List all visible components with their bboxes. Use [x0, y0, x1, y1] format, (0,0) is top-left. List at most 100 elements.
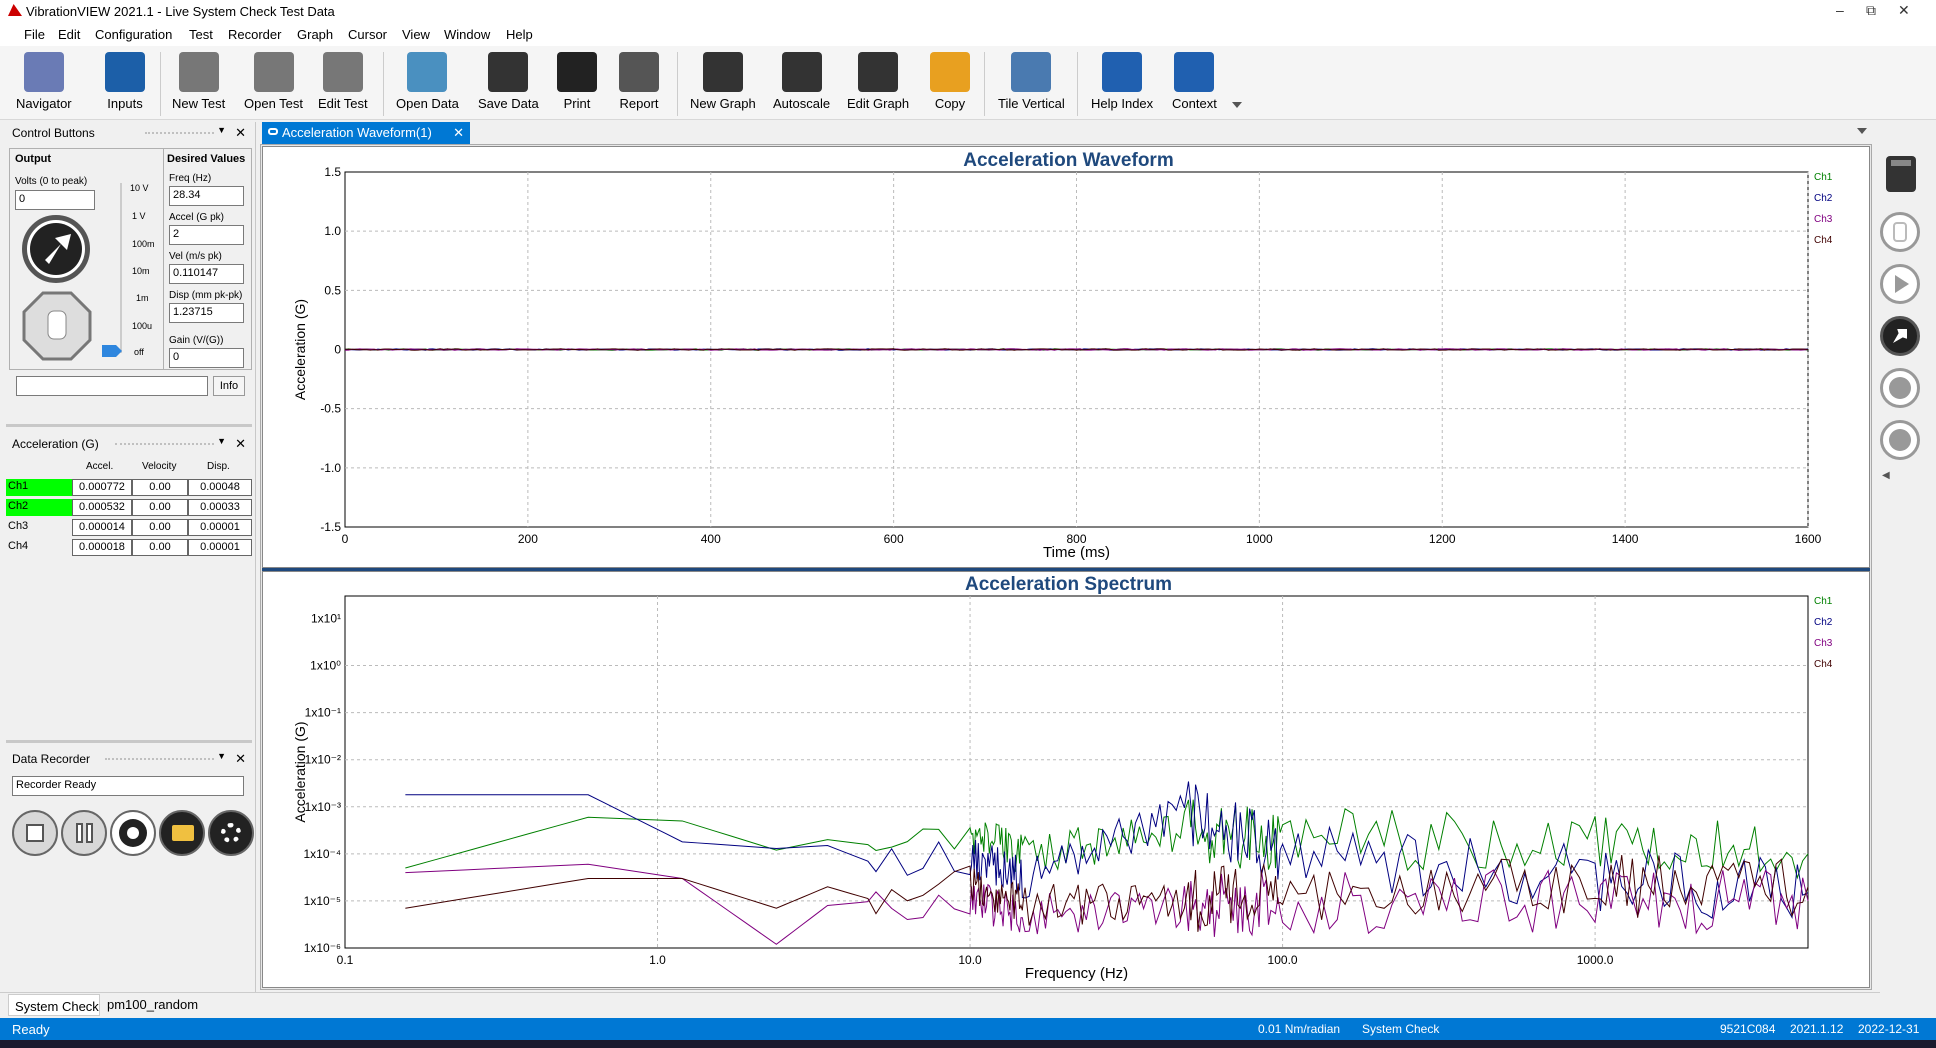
toolbar-button-new-test[interactable]: New Test	[172, 50, 225, 118]
minimize-button[interactable]: –	[1836, 2, 1844, 18]
col-accel-header: Accel.	[86, 461, 114, 472]
toolbar-button-navigator[interactable]: Navigator	[16, 50, 72, 118]
stop-button[interactable]	[22, 291, 92, 361]
hold-button[interactable]	[1880, 212, 1920, 252]
y-tick-label: 0.5	[324, 283, 341, 297]
tab-system-check[interactable]: System Check	[8, 994, 100, 1016]
menu-window[interactable]: Window	[444, 27, 491, 42]
y-tick-label: 1x10⁻¹	[305, 706, 341, 720]
toolbar-button-report[interactable]: Report	[619, 50, 659, 118]
status-units: 0.01 Nm/radian	[1258, 1022, 1341, 1036]
tile-vertical-icon	[1011, 52, 1052, 92]
toolbar-button-edit-graph[interactable]: Edit Graph	[847, 50, 909, 118]
toolbar-button-edit-test[interactable]: Edit Test	[318, 50, 368, 118]
restore-button[interactable]: ⧉	[1866, 2, 1876, 18]
legend-entry-ch3: Ch3	[1814, 214, 1833, 225]
close-window-button[interactable]: ✕	[1898, 2, 1910, 18]
menu-configuration[interactable]: Configuration	[95, 27, 173, 42]
toolbar-button-new-graph[interactable]: New Graph	[690, 50, 756, 118]
output-level-slider[interactable]	[102, 345, 122, 357]
open-data-icon	[407, 52, 448, 92]
col-disp-header: Disp.	[207, 461, 230, 472]
accel-field[interactable]: 2	[169, 225, 244, 245]
run-button[interactable]	[1880, 316, 1920, 356]
channel-label: Ch2	[6, 499, 72, 516]
menu-cursor[interactable]: Cursor	[348, 27, 388, 42]
desired-values-group: Desired Values Freq (Hz) 28.34 Accel (G …	[164, 148, 252, 370]
new-test-icon	[178, 52, 219, 92]
doc-tab-close-icon[interactable]: ✕	[453, 125, 464, 140]
recorder-stop-button[interactable]	[12, 810, 58, 856]
menu-recorder[interactable]: Recorder	[228, 27, 282, 42]
toolbar-button-tile-vertical[interactable]: Tile Vertical	[998, 50, 1065, 118]
menu-help[interactable]: Help	[506, 27, 533, 42]
recorder-pause-button[interactable]	[61, 810, 107, 856]
menu-graph[interactable]: Graph	[297, 27, 334, 42]
menu-edit[interactable]: Edit	[58, 27, 81, 42]
toolbar-overflow-icon[interactable]	[1232, 102, 1242, 108]
acceleration-panel-header: Acceleration (G) ▼ ✕	[0, 433, 254, 455]
play-icon	[1895, 275, 1909, 293]
recorder-settings-button[interactable]	[208, 810, 254, 856]
gain-field[interactable]: 0	[169, 348, 244, 368]
x-tick-label: 1400	[1612, 532, 1639, 546]
legend-entry-ch2: Ch2	[1814, 193, 1833, 204]
vel-field[interactable]: 0.110147	[169, 264, 244, 284]
panel-menu-icon[interactable]: ▼	[217, 751, 226, 761]
legend-entry-ch2: Ch2	[1814, 617, 1833, 628]
gear-icon	[221, 823, 241, 843]
start-button[interactable]	[22, 215, 90, 283]
device-icon	[1886, 156, 1916, 192]
panel-close-icon[interactable]: ✕	[235, 751, 246, 766]
toolbar-button-open-test[interactable]: Open Test	[244, 50, 303, 118]
y-axis-label: Acceleration (G)	[292, 721, 308, 822]
panel-menu-icon[interactable]: ▼	[217, 125, 226, 135]
toolbar-button-inputs[interactable]: Inputs	[105, 50, 145, 118]
doc-tab[interactable]: Acceleration Waveform(1) ✕	[262, 122, 470, 144]
col-velocity-header: Velocity	[142, 461, 177, 472]
tab-pm100-random[interactable]: pm100_random	[107, 997, 199, 1012]
freq-field[interactable]: 28.34	[169, 186, 244, 206]
link-icon	[268, 128, 278, 135]
scale-label: 1m	[136, 293, 149, 303]
disp-field[interactable]: 1.23715	[169, 303, 244, 323]
control-buttons-title: Control Buttons	[12, 126, 95, 140]
bottom-tab-strip	[0, 992, 1936, 1018]
volts-field: 0	[15, 190, 95, 210]
toolbar-button-label: Inputs	[107, 96, 143, 111]
x-tick-label: 1000	[1246, 532, 1273, 546]
toolbar-button-label: Edit Test	[318, 96, 368, 111]
toolbar-button-help-index[interactable]: Help Index	[1091, 50, 1153, 118]
toolbar-button-context[interactable]: Context	[1172, 50, 1217, 118]
panel-menu-icon[interactable]: ▼	[217, 436, 226, 446]
chart-title: Acceleration Spectrum	[965, 574, 1172, 595]
panel-close-icon[interactable]: ✕	[235, 436, 246, 451]
output-label: Output	[15, 153, 52, 165]
info-button[interactable]: Info	[213, 376, 245, 396]
scale-label: 100u	[132, 321, 153, 331]
legend-entry-ch4: Ch4	[1814, 659, 1833, 670]
toolbar-button-open-data[interactable]: Open Data	[396, 50, 459, 118]
recorder-open-button[interactable]	[159, 810, 205, 856]
play-button[interactable]	[1880, 264, 1920, 304]
toolbar-button-save-data[interactable]: Save Data	[478, 50, 539, 118]
collapse-arrow-icon[interactable]: ◀	[1882, 470, 1890, 481]
recorder-record-button[interactable]	[110, 810, 156, 856]
fast-forward-button[interactable]	[1880, 420, 1920, 460]
rewind-button[interactable]	[1880, 368, 1920, 408]
y-tick-label: 1x10⁰	[310, 659, 341, 673]
output-group: Output Volts (0 to peak) 0 10 V 1 V 100m…	[9, 148, 164, 370]
toolbar-button-print[interactable]: Print	[557, 50, 597, 118]
context-icon	[1174, 52, 1215, 92]
y-tick-label: 1x10⁻⁵	[304, 894, 341, 908]
doc-tab-menu-icon[interactable]	[1857, 128, 1867, 134]
menu-view[interactable]: View	[402, 27, 430, 42]
menu-file[interactable]: File	[24, 27, 45, 42]
disp-value: 0.00001	[188, 539, 252, 556]
toolbar-button-copy[interactable]: Copy	[930, 50, 970, 118]
menu-test[interactable]: Test	[189, 27, 213, 42]
panel-close-icon[interactable]: ✕	[235, 125, 246, 140]
toolbar-button-autoscale[interactable]: Autoscale	[773, 50, 830, 118]
scale-label: 10 V	[130, 183, 149, 193]
open-test-icon	[253, 52, 294, 92]
